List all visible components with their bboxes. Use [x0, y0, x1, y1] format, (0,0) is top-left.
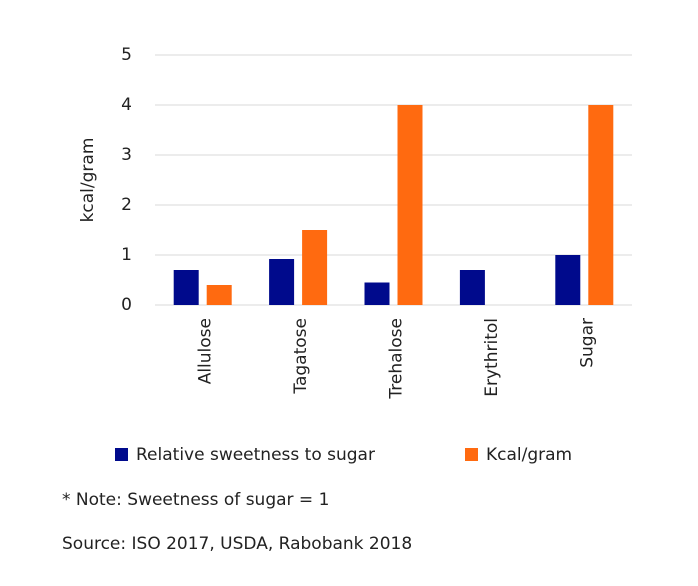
- y-tick-label: 1: [121, 245, 132, 265]
- x-tick-label: Allulose: [196, 318, 216, 384]
- bar: [302, 230, 328, 305]
- note: * Note: Sweetness of sugar = 1: [62, 490, 329, 510]
- source: Source: ISO 2017, USDA, Rabobank 2018: [62, 534, 412, 554]
- x-tick-label: Tagatose: [291, 318, 311, 395]
- legend-label: Kcal/gram: [486, 445, 572, 465]
- x-tick-label: Sugar: [577, 318, 597, 368]
- bar: [364, 282, 390, 305]
- bar: [459, 270, 485, 305]
- y-tick-label: 4: [121, 95, 132, 115]
- bar: [555, 255, 581, 305]
- y-axis-label: kcal/gram: [78, 138, 98, 223]
- x-tick-label: Erythritol: [482, 318, 502, 397]
- bar: [206, 285, 232, 305]
- y-tick-label: 5: [121, 45, 132, 65]
- legend-swatch: [465, 448, 478, 461]
- bar: [588, 105, 614, 305]
- y-tick-label: 3: [121, 145, 132, 165]
- y-tick-label: 0: [121, 295, 132, 315]
- bar: [269, 259, 295, 305]
- x-tick-label: Trehalose: [387, 318, 407, 400]
- legend-swatch: [115, 448, 128, 461]
- y-tick-label: 2: [121, 195, 132, 215]
- legend-label: Relative sweetness to sugar: [136, 445, 375, 465]
- bar: [173, 270, 199, 305]
- bar: [397, 105, 423, 305]
